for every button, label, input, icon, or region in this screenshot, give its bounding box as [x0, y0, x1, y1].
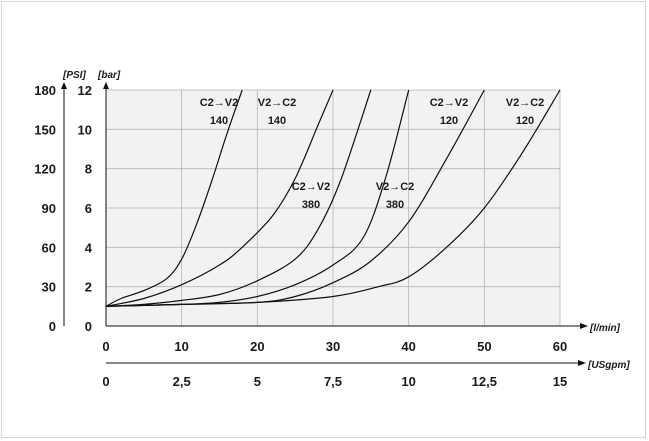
y-outer-tick-label: 150	[34, 122, 56, 137]
x-primary-tick-label: 60	[553, 339, 567, 354]
curve-label-value: 140	[268, 115, 286, 127]
series-curve	[105, 89, 372, 307]
series-curve	[105, 89, 243, 307]
x-secondary-tick-label: 2,5	[173, 374, 191, 389]
curve-label-direction: C2→V2	[292, 181, 331, 193]
y-inner-tick-label: 12	[78, 83, 92, 98]
y-outer-tick-label: 120	[34, 162, 56, 177]
y-inner-axis-label: [bar]	[97, 70, 121, 81]
x-secondary-axis-label: [USgpm]	[587, 360, 630, 371]
axes	[61, 82, 588, 366]
curve-label-value: 380	[302, 199, 320, 211]
curves	[105, 89, 561, 307]
x-secondary-axis-arrow	[578, 360, 586, 366]
x-primary-axis-arrow	[580, 323, 588, 329]
y-outer-axis-label: [PSI]	[62, 70, 86, 81]
y-inner-tick-label: 8	[85, 162, 92, 177]
x-secondary-tick-label: 7,5	[324, 374, 342, 389]
y-outer-tick-label: 0	[49, 319, 56, 334]
x-primary-tick-label: 20	[250, 339, 264, 354]
curve-label-value: 120	[516, 115, 534, 127]
curve-label-direction: V2→C2	[376, 181, 415, 193]
y-outer-tick-label: 30	[42, 280, 56, 295]
curve-label-value: 140	[210, 115, 228, 127]
x-primary-tick-label: 30	[326, 339, 340, 354]
y-inner-tick-label: 2	[85, 280, 92, 295]
curve-label-value: 120	[440, 115, 458, 127]
y-outer-tick-label: 180	[34, 83, 56, 98]
y-inner-tick-label: 0	[85, 319, 92, 334]
y-outer-axis-arrow	[61, 82, 67, 89]
curve-label-value: 380	[386, 199, 404, 211]
x-secondary-tick-label: 15	[553, 374, 567, 389]
y-outer-tick-label: 90	[42, 201, 56, 216]
x-primary-tick-label: 0	[102, 339, 109, 354]
x-secondary-tick-label: 0	[102, 374, 109, 389]
x-primary-axis-label: [l/min]	[589, 323, 621, 334]
x-secondary-tick-label: 5	[254, 374, 261, 389]
curve-label-direction: C2→V2	[200, 97, 239, 109]
series-curve	[105, 89, 334, 307]
y-inner-tick-label: 4	[85, 240, 93, 255]
y-inner-tick-label: 10	[78, 122, 92, 137]
curve-label-direction: V2→C2	[258, 97, 297, 109]
curve-labels: C2→V2 140 V2→C2 140 C2→V2 380 V2→C2 380 C2→V2 120…	[200, 97, 545, 211]
curve-label-direction: V2→C2	[506, 97, 545, 109]
x-secondary-tick-label: 12,5	[472, 374, 497, 389]
x-primary-tick-label: 10	[174, 339, 188, 354]
y-outer-tick-label: 60	[42, 240, 56, 255]
series-curve	[105, 89, 561, 307]
y-inner-axis-arrow	[103, 82, 109, 89]
x-primary-tick-label: 40	[401, 339, 415, 354]
x-primary-tick-label: 50	[477, 339, 491, 354]
x-secondary-tick-label: 10	[401, 374, 415, 389]
y-inner-tick-label: 6	[85, 201, 92, 216]
curve-label-direction: C2→V2	[430, 97, 469, 109]
grid-lines	[106, 89, 561, 326]
